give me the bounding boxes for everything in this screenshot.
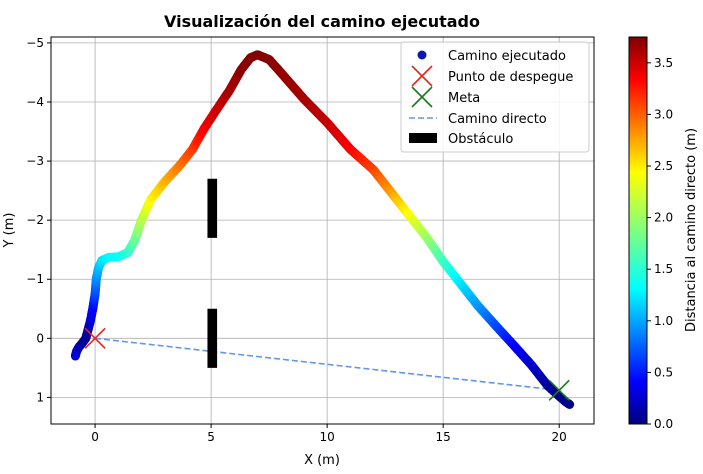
colorbar-gradient: [628, 36, 648, 425]
obstacles: [207, 178, 218, 368]
legend-marker-takeoff: [411, 65, 433, 87]
x-axis-ticks: 0 5 10 15 20: [91, 424, 567, 444]
x-tick-label: 15: [436, 430, 451, 444]
legend-label-takeoff: Punto de despegue: [448, 70, 573, 85]
colorbar-label: Distancia al camino directo (m): [684, 128, 699, 332]
colorbar-tick-label: 0.0: [654, 417, 673, 431]
goal-marker: [548, 379, 570, 401]
x-tick-label: 10: [320, 430, 335, 444]
direct-path-line: [95, 337, 560, 392]
y-tick-label: −1: [26, 272, 44, 286]
colorbar-tick-label: 1.0: [654, 314, 673, 328]
colorbar-tick-label: 3.0: [654, 107, 673, 121]
colorbar-ticks: 0.0 0.5 1.0 1.5 2.0 2.5 3.0 3.5: [647, 56, 673, 431]
legend-label-direct-path: Camino directo: [448, 112, 547, 127]
y-tick-label: 0: [36, 331, 44, 345]
plot-frame: [50, 36, 595, 425]
y-axis-label: Y (m): [2, 213, 17, 249]
x-axis-label: X (m): [304, 453, 340, 468]
colorbar: 0.0 0.5 1.0 1.5 2.0 2.5 3.0 3.5 Distancia al ca…: [628, 36, 699, 431]
legend-label-executed-path: Camino ejecutado: [448, 49, 566, 64]
y-axis-ticks: −5 −4 −3 −2 −1 0 1: [26, 36, 51, 404]
legend-marker-executed-path: [417, 50, 427, 60]
colorbar-tick-label: 2.5: [654, 159, 673, 173]
legend-label-goal: Meta: [448, 91, 480, 106]
y-tick-label: −4: [26, 95, 44, 109]
colorbar-tick-label: 1.5: [654, 262, 673, 276]
y-tick-label: −3: [26, 154, 44, 168]
goal-stroke: [548, 379, 570, 401]
colorbar-tick-label: 3.5: [654, 56, 673, 70]
y-tick-label: −2: [26, 213, 44, 227]
path-point: [565, 400, 575, 410]
takeoff-stroke: [84, 327, 106, 349]
x-tick-label: 0: [91, 430, 99, 444]
colorbar-tick-label: 2.0: [654, 211, 673, 225]
legend-box: [400, 41, 590, 153]
legend-label-obstacle: Obstáculo: [448, 132, 513, 147]
colorbar-tick-label: 0.5: [654, 365, 673, 379]
y-tick-label: 1: [36, 390, 44, 404]
y-tick-label: −5: [26, 36, 44, 50]
takeoff-marker: [84, 327, 106, 349]
grid-lines: [51, 37, 594, 424]
legend: Camino ejecutado Punto de despegue Meta …: [400, 41, 590, 153]
x-tick-label: 20: [552, 430, 567, 444]
legend-marker-goal: [411, 86, 433, 108]
legend-marker-obstacle: [409, 133, 437, 143]
x-tick-label: 5: [207, 430, 215, 444]
executed-path-points: [70, 50, 575, 410]
chart-title: Visualización del camino ejecutado: [164, 12, 480, 31]
